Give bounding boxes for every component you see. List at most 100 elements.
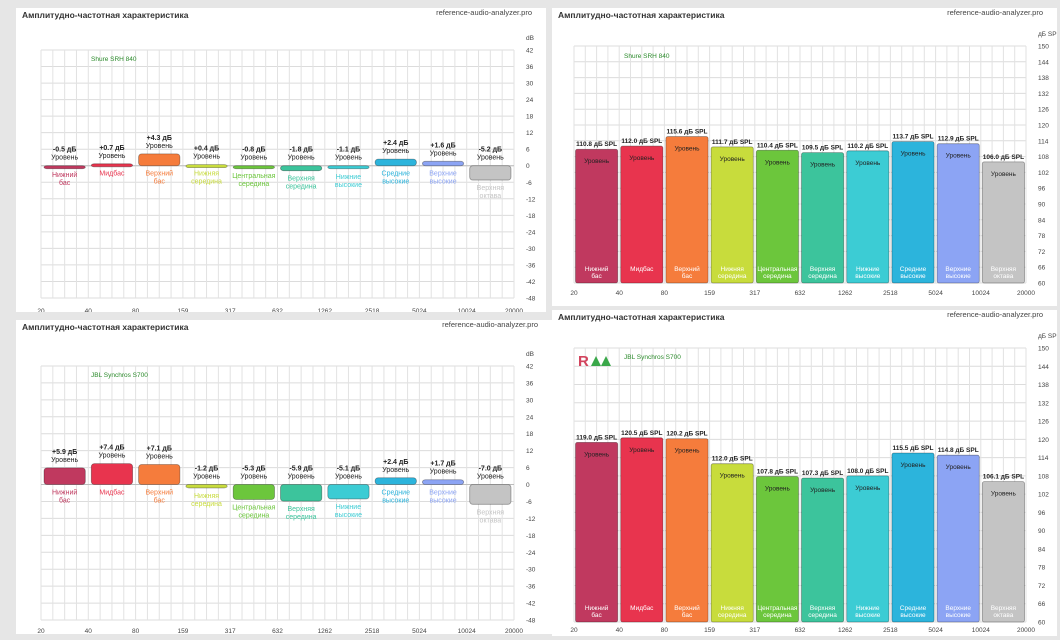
y-tick-label: 24 — [526, 97, 534, 104]
bar-level-label: Уровень — [810, 162, 836, 169]
x-tick-label: 159 — [177, 308, 188, 312]
bar-category-label: Мидбас — [99, 489, 125, 497]
x-tick-label: 1262 — [838, 627, 853, 634]
bar-level-label: Уровень — [146, 143, 173, 150]
bar-category-label: середина — [286, 514, 317, 521]
bar-category-label: Нижние — [336, 174, 361, 181]
x-tick-label: 20 — [37, 628, 45, 634]
bar-level-label: Уровень — [382, 148, 409, 155]
bar — [43, 467, 86, 485]
bar — [232, 165, 275, 170]
bar-category-label: высокие — [430, 498, 457, 505]
x-tick-label: 80 — [132, 308, 140, 312]
y-tick-label: -36 — [526, 584, 536, 591]
bar-category-label: Центральная — [232, 504, 275, 511]
x-tick-label: 40 — [616, 627, 624, 634]
x-tick-label: 40 — [616, 290, 624, 297]
bar-value-label: +7.1 дБ — [147, 445, 172, 452]
bar-category-label: Верхняя — [477, 509, 505, 516]
y-tick-label: 6 — [526, 465, 530, 472]
bar-category-label: Нижняя — [721, 605, 745, 612]
bar — [43, 165, 86, 170]
bar-level-label: Уровень — [98, 453, 125, 460]
y-axis-unit: дБ SPL — [1038, 333, 1057, 340]
bar-category-label: высокие — [946, 612, 972, 619]
bar-value-label: +4.3 дБ — [147, 135, 172, 142]
x-tick-label: 80 — [132, 628, 140, 634]
y-tick-label: 150 — [1038, 44, 1049, 51]
bar — [801, 477, 845, 623]
bar — [90, 463, 134, 485]
y-tick-label: -30 — [526, 567, 536, 574]
bar-category-label: Центральная — [232, 173, 275, 180]
bar-value-label: 115.6 дБ SPL — [667, 129, 708, 136]
bar-category-label: бас — [59, 179, 71, 187]
chart-panel-spl-1: Амплитудно-частотная характеристика refe… — [552, 8, 1057, 306]
y-tick-label: 132 — [1038, 91, 1049, 98]
bar-category-label: бас — [682, 272, 693, 280]
logo-mark-icon — [591, 356, 611, 366]
bar — [846, 475, 890, 623]
bar-category-label: середина — [763, 273, 792, 280]
chart-panel-spl-2: Амплитудно-частотная характеристика refe… — [552, 310, 1057, 636]
bar-level-label: Уровень — [51, 457, 78, 464]
bar — [620, 145, 664, 284]
x-tick-label: 317 — [749, 290, 760, 297]
x-tick-label: 159 — [177, 628, 188, 634]
bar — [846, 150, 890, 284]
bar — [280, 484, 323, 502]
bar-value-label: -5.3 дБ — [242, 466, 265, 473]
bar-value-label: 110.4 дБ SPL — [757, 142, 798, 149]
bar-category-label: Мидбас — [99, 170, 125, 178]
y-tick-label: 60 — [1038, 281, 1046, 288]
bar-level-label: Уровень — [584, 451, 610, 458]
x-tick-label: 20 — [570, 627, 578, 634]
bar-level-label: Уровень — [855, 160, 881, 167]
bar — [936, 143, 980, 284]
source-label: reference-audio-analyzer.pro — [947, 8, 1043, 17]
model-name: JBL Synchros S700 — [91, 372, 148, 379]
chart-title: Амплитудно-частотная характеристика — [22, 10, 189, 20]
bar-level-label: Уровень — [991, 171, 1017, 178]
spl-chart-svg: дБ SPL 150 144 138 132 126 120 114 108 102 96 90 84 7… — [570, 333, 1057, 634]
x-tick-label: 159 — [704, 290, 715, 297]
bar-level-label: Уровень — [629, 447, 655, 454]
bar-level-label: Уровень — [193, 474, 220, 481]
x-tick-label: 1262 — [318, 628, 333, 634]
bar-category-label: Нижние — [856, 605, 880, 612]
y-tick-label: 72 — [1038, 249, 1046, 256]
x-tick-label: 632 — [795, 290, 806, 297]
x-tick-label: 5024 — [928, 290, 943, 297]
bar-category-label: октава — [480, 517, 502, 524]
bar-level-label: Уровень — [720, 156, 746, 163]
bar-value-label: 112.9 дБ SPL — [938, 136, 979, 143]
y-tick-label: 108 — [1038, 473, 1049, 480]
y-tick-label: 138 — [1038, 382, 1049, 389]
bar-value-label: +0.7 дБ — [99, 145, 124, 152]
bar — [891, 452, 935, 623]
y-tick-label: 12 — [526, 130, 534, 137]
bar-level-label: Уровень — [477, 155, 504, 162]
bar-category-label: Нижний — [52, 171, 77, 179]
y-axis-unit: dB — [526, 351, 534, 358]
bar-category-label: Средние — [900, 605, 927, 612]
bar-level-label: Уровень — [430, 469, 457, 476]
x-tick-label: 20 — [37, 308, 45, 312]
bar-category-label: бас — [154, 497, 166, 505]
x-tick-label: 632 — [795, 627, 806, 634]
x-tick-label: 10024 — [458, 628, 476, 634]
y-tick-label: 66 — [1038, 265, 1046, 272]
bar-value-label: 112.0 дБ SPL — [712, 456, 753, 463]
bar — [327, 484, 370, 500]
bar-category-label: Центральная — [757, 605, 798, 612]
bar-category-label: Верхняя — [810, 605, 836, 612]
y-tick-label: -48 — [526, 296, 536, 303]
bar-level-label: Уровень — [900, 151, 926, 158]
x-tick-label: 1262 — [318, 308, 333, 312]
bar — [620, 437, 664, 623]
y-tick-label: 84 — [1038, 217, 1046, 224]
x-tick-label: 80 — [661, 627, 669, 634]
bar-level-label: Уровень — [240, 474, 267, 481]
bar-category-label: Верхний — [674, 604, 700, 612]
y-tick-label: -42 — [526, 601, 536, 608]
